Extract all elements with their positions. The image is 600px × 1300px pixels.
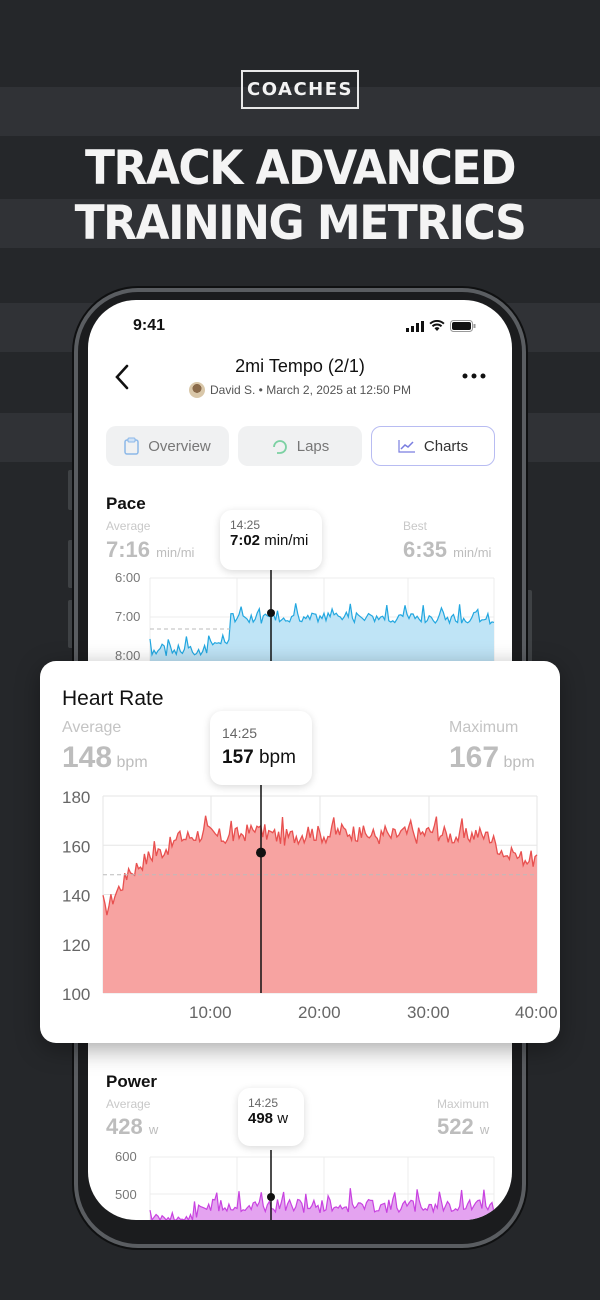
heart-rate-tooltip: 14:25 157 bpm bbox=[210, 711, 312, 785]
power-line bbox=[149, 1188, 495, 1220]
laps-icon bbox=[272, 440, 287, 454]
pace-best-value: 6:35 min/mi bbox=[403, 537, 491, 563]
pace-best-number: 6:35 bbox=[403, 537, 448, 562]
power-average-label: Average bbox=[106, 1097, 151, 1111]
pace-y-tick: 7:00 bbox=[115, 609, 141, 624]
heart-rate-tooltip-unit: bpm bbox=[258, 747, 296, 768]
clipboard-icon bbox=[124, 437, 139, 455]
heart-rate-y-tick: 100 bbox=[62, 985, 90, 1004]
phone-side-button bbox=[68, 470, 74, 510]
signal-icon bbox=[406, 320, 424, 332]
back-icon[interactable] bbox=[114, 364, 130, 390]
pace-tooltip-time: 14:25 bbox=[230, 518, 261, 532]
avatar bbox=[189, 382, 205, 398]
heart-rate-chart: 180 160 140 120 100 10:00 20:00 30:00 40:00 bbox=[62, 785, 558, 1022]
power-max-value: 522 w bbox=[437, 1114, 489, 1140]
heart-rate-x-tick: 30:00 bbox=[407, 1003, 450, 1022]
heart-rate-average-value: 148 bpm bbox=[62, 741, 148, 775]
power-tooltip-value: 498 w bbox=[248, 1110, 294, 1127]
heart-rate-y-tick: 180 bbox=[62, 788, 90, 807]
status-time: 9:41 bbox=[133, 317, 166, 334]
heart-rate-average-number: 148 bbox=[62, 741, 113, 774]
power-average-value: 428 w bbox=[106, 1114, 158, 1140]
heart-rate-average-label: Average bbox=[62, 719, 122, 736]
heart-rate-card: Heart Rate Average 148 bpm Maximum 167 b… bbox=[40, 661, 560, 1043]
pace-y-tick: 8:00 bbox=[115, 648, 141, 663]
heart-rate-max-number: 167 bbox=[449, 741, 500, 774]
power-tooltip-time: 14:25 bbox=[248, 1096, 279, 1110]
battery-icon bbox=[450, 320, 476, 332]
power-tooltip-unit: w bbox=[277, 1110, 289, 1127]
workout-subtitle: David S. • March 2, 2025 at 12:50 PM bbox=[88, 382, 512, 398]
power-y-tick: 500 bbox=[115, 1187, 137, 1202]
pace-average-number: 7:16 bbox=[106, 537, 151, 562]
bg-stripe bbox=[0, 199, 600, 248]
headline-line-1: TRACK ADVANCED bbox=[84, 140, 517, 197]
pace-best-label: Best bbox=[403, 519, 428, 533]
power-max-label: Maximum bbox=[437, 1097, 490, 1111]
power-y-tick: 600 bbox=[115, 1149, 137, 1164]
pace-marker-dot bbox=[267, 609, 275, 617]
pace-line bbox=[149, 603, 495, 657]
heart-rate-tooltip-time: 14:25 bbox=[222, 725, 258, 741]
chart-icon bbox=[398, 440, 415, 453]
heart-rate-y-tick: 160 bbox=[62, 837, 90, 856]
phone-side-button bbox=[68, 600, 74, 648]
more-icon[interactable] bbox=[462, 372, 486, 380]
pace-average-unit: min/mi bbox=[156, 545, 195, 560]
workout-title: 2mi Tempo (2/1) bbox=[235, 356, 365, 376]
power-max-number: 522 bbox=[437, 1114, 474, 1139]
heart-rate-x-tick: 20:00 bbox=[298, 1003, 341, 1022]
power-title: Power bbox=[106, 1072, 158, 1091]
heart-rate-max-unit: bpm bbox=[503, 754, 535, 771]
headline-line-2: TRAINING METRICS bbox=[74, 195, 527, 252]
pace-chart bbox=[149, 570, 495, 665]
pace-y-tick: 6:00 bbox=[115, 570, 141, 585]
heart-rate-tooltip-value: 157 bpm bbox=[222, 747, 300, 769]
phone-side-button bbox=[68, 540, 74, 588]
heart-rate-area bbox=[103, 815, 537, 993]
heart-rate-max-label: Maximum bbox=[449, 719, 519, 736]
pace-average-value: 7:16 min/mi bbox=[106, 537, 194, 563]
tab-label: Overview bbox=[148, 437, 211, 455]
pace-area bbox=[150, 603, 494, 665]
pace-tooltip-number: 7:02 bbox=[230, 532, 261, 549]
pace-average-label: Average bbox=[106, 519, 151, 533]
power-average-number: 428 bbox=[106, 1114, 143, 1139]
power-chart bbox=[149, 1150, 495, 1220]
tab-overview[interactable]: Overview bbox=[106, 426, 229, 466]
tab-label: Laps bbox=[296, 437, 330, 455]
pace-tooltip: 14:25 7:02 min/mi bbox=[220, 510, 322, 570]
power-tooltip: 14:25 498 w bbox=[238, 1088, 304, 1146]
workout-meta: David S. • March 2, 2025 at 12:50 PM bbox=[210, 383, 411, 397]
heart-rate-tooltip-number: 157 bbox=[222, 747, 254, 768]
status-icons bbox=[406, 320, 476, 332]
heart-rate-line bbox=[102, 815, 538, 916]
pace-tooltip-unit: min/mi bbox=[264, 532, 309, 549]
heart-rate-y-tick: 120 bbox=[62, 936, 90, 955]
tab-laps[interactable]: Laps bbox=[238, 426, 362, 466]
power-tooltip-number: 498 bbox=[248, 1110, 274, 1127]
phone-side-button bbox=[526, 590, 532, 672]
heart-rate-marker-dot bbox=[256, 847, 266, 858]
heart-rate-average-unit: bpm bbox=[116, 754, 148, 771]
tab-label: Charts bbox=[423, 437, 469, 455]
bg-stripe bbox=[0, 87, 600, 136]
heart-rate-title: Heart Rate bbox=[62, 687, 164, 710]
tab-charts[interactable]: Charts bbox=[371, 426, 495, 466]
heart-rate-max-value: 167 bpm bbox=[449, 741, 535, 775]
heart-rate-x-tick: 40:00 bbox=[515, 1003, 558, 1022]
power-marker-dot bbox=[267, 1193, 275, 1201]
heart-rate-x-tick: 10:00 bbox=[189, 1003, 232, 1022]
power-max-unit: w bbox=[479, 1122, 490, 1137]
power-average-unit: w bbox=[148, 1122, 159, 1137]
pace-title: Pace bbox=[106, 494, 146, 513]
wifi-icon bbox=[429, 320, 445, 331]
pace-tooltip-value: 7:02 min/mi bbox=[230, 532, 312, 549]
pace-best-unit: min/mi bbox=[453, 545, 492, 560]
heart-rate-y-tick: 140 bbox=[62, 887, 90, 906]
coaches-badge: COACHES bbox=[241, 70, 359, 109]
